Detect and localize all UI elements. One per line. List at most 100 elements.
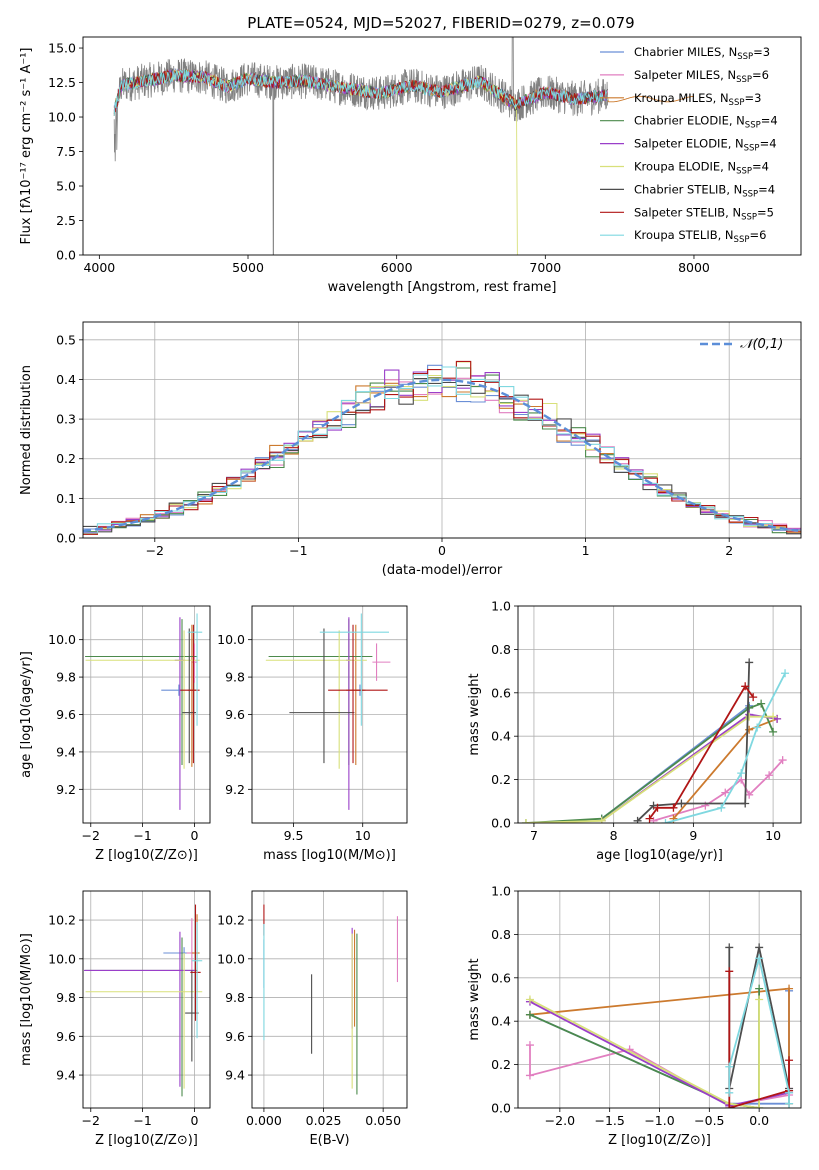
axes-frame [82, 36, 802, 256]
x-tick-label: −2 [82, 1113, 100, 1128]
weight-series-line [648, 684, 754, 820]
x-tick-label: −0.5 [694, 1113, 724, 1128]
y-tick-label: 9.4 [225, 1068, 245, 1083]
x-tick-label: −1.5 [594, 1113, 624, 1128]
legend-entry: Kroupa ELODIE, NSSP=4 [634, 160, 769, 177]
errorbar-point [346, 617, 352, 810]
weight-point-marker [525, 1010, 534, 1019]
errorbar-point [163, 947, 190, 959]
weight-point-marker [755, 995, 764, 1004]
legend-entry: 𝒩(0,1) [740, 337, 783, 352]
weight-point-marker [721, 788, 730, 797]
weight-point-marker [645, 814, 654, 823]
y-tick-label: 0.2 [491, 772, 511, 787]
weight-point-marker [755, 954, 764, 963]
x-tick-label: 0 [190, 828, 198, 843]
y-tick-label: 7.5 [56, 144, 76, 159]
errorbar-point [372, 643, 391, 681]
weight-point-marker [725, 943, 734, 952]
panel-residuals: −2 −1 0 1 2 0.0 0.1 0.2 0.3 0.4 0.5 𝒩(0,1) (data-mod… [19, 321, 802, 578]
weight-point-marker [755, 943, 764, 952]
weight-point-marker [725, 1062, 734, 1071]
x-tick-label: 0 [190, 1113, 198, 1128]
y-tick-label: 5.0 [56, 179, 76, 194]
x-tick-label: 7 [530, 828, 538, 843]
errorbar-point [84, 931, 196, 1087]
errorbar-point [289, 628, 355, 764]
panel-age-vs-mass: 9.5 10 9.2 9.4 9.6 9.8 10.0 mass [log10(M/M⊙)] [217, 605, 408, 863]
x-axis-label: age [log10(age/yr)] [596, 848, 723, 863]
panel-mass-vs-Z: −2 −1 0 9.4 9.6 9.8 10.0 10.2 Z [log10(Z/Z⊙)] mas… [19, 890, 211, 1148]
y-tick-label: 0.2 [491, 1057, 511, 1072]
x-axis-label: mass [log10(M/M⊙)] [263, 848, 396, 863]
x-tick-label: 9.5 [284, 828, 304, 843]
weight-point-marker [717, 803, 726, 812]
errorbar-point [191, 643, 198, 683]
weight-point-marker [765, 771, 774, 780]
panel-weight-vs-age: 7 8 9 10 0.0 0.2 0.4 0.6 0.8 1.0 age [log10(age/yr… [467, 599, 802, 863]
y-axis-label: mass weight [467, 673, 482, 755]
x-axis-label: Z [log10(Z/Z⊙)] [95, 848, 198, 863]
x-axis-label: Z [log10(Z/Z⊙)] [608, 1133, 711, 1148]
y-axis-label: mass weight [467, 958, 482, 1040]
x-tick-label: 5000 [232, 260, 264, 275]
legend-entry: Salpeter ELODIE, NSSP=4 [634, 137, 777, 154]
errorbar-point [85, 937, 198, 1097]
x-tick-label: 7000 [529, 260, 561, 275]
y-tick-label: 0.2 [56, 451, 76, 466]
x-tick-label: −2.0 [545, 1113, 575, 1128]
axes-frame [251, 890, 408, 1109]
weight-point-marker [785, 1056, 794, 1065]
weight-point-marker [745, 712, 754, 721]
errorbar-point [185, 970, 199, 1062]
weight-point-marker [753, 723, 762, 732]
y-tick-label: 9.4 [56, 744, 76, 759]
x-tick-label: −1 [289, 543, 307, 558]
weight-point-marker [653, 803, 662, 812]
y-tick-label: 9.8 [225, 670, 245, 685]
weight-point-marker [725, 1104, 734, 1108]
figure-title: PLATE=0524, MJD=52027, FIBERID=0279, z=0… [247, 14, 634, 32]
weight-point-marker [755, 1104, 764, 1108]
normal-reference-curve [83, 378, 799, 533]
x-tick-label: 6000 [381, 260, 413, 275]
weight-series-line [601, 713, 778, 822]
errorbar-point [190, 904, 201, 1021]
weight-point-marker [741, 799, 750, 808]
weight-series-line [728, 971, 790, 1108]
residual-histogram-8 [83, 366, 801, 534]
x-tick-label: 2 [725, 543, 733, 558]
plot-area [113, 37, 694, 255]
y-tick-label: 9.6 [225, 1029, 245, 1044]
x-tick-label: 0.000 [246, 1113, 282, 1128]
y-tick-label: 15.0 [48, 41, 76, 56]
y-tick-label: 0.3 [56, 412, 76, 427]
y-tick-label: 0.8 [491, 642, 511, 657]
errorbar-point [268, 619, 373, 766]
panel-age-vs-Z: −2 −1 0 9.2 9.4 9.6 9.8 10.0 Z [log10(Z/Z⊙)] age … [19, 605, 211, 863]
y-tick-label: 10.0 [217, 951, 245, 966]
legend-entry: Chabrier ELODIE, NSSP=4 [634, 114, 778, 131]
y-tick-label: 0.0 [56, 531, 76, 546]
model-spectrum-8 [113, 69, 608, 117]
errorbar-point [85, 619, 198, 766]
y-tick-label: 0.0 [56, 248, 76, 263]
weight-point-marker [769, 727, 778, 736]
y-tick-label: 9.8 [56, 990, 76, 1005]
errorbar-point [265, 630, 367, 769]
y-axis-label: Normed distribution [19, 365, 34, 495]
y-tick-label: 10.2 [48, 913, 76, 928]
y-axis-label: age [log10(age/yr)] [19, 651, 34, 778]
y-tick-label: 9.6 [56, 1029, 76, 1044]
x-tick-label: 4000 [83, 260, 115, 275]
y-tick-label: 12.5 [48, 75, 76, 90]
plot-area [84, 904, 203, 1097]
x-tick-label: 0 [438, 543, 446, 558]
x-tick-label: 0.0 [749, 1113, 769, 1128]
y-tick-label: 0.1 [56, 491, 76, 506]
y-tick-label: 9.8 [56, 670, 76, 685]
y-tick-label: 0.4 [56, 372, 76, 387]
plot-area [83, 360, 801, 535]
y-tick-label: 10.0 [48, 951, 76, 966]
